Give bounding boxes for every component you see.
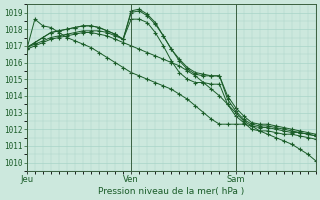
X-axis label: Pression niveau de la mer( hPa ): Pression niveau de la mer( hPa ): [98, 187, 244, 196]
